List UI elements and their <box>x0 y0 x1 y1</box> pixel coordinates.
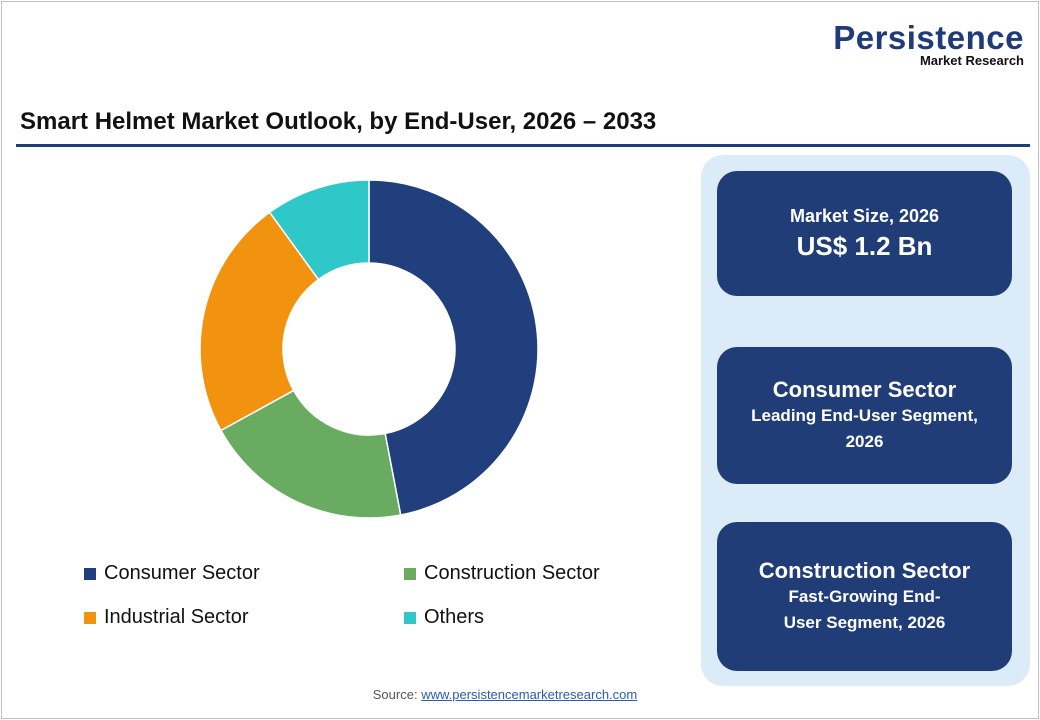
market-size-card: Market Size, 2026 US$ 1.2 Bn <box>717 171 1012 296</box>
legend-item-industrial: Industrial Sector <box>84 606 249 629</box>
legend-swatch <box>84 567 96 580</box>
source-label: Source: <box>372 687 418 702</box>
market-size-value: US$ 1.2 Bn <box>796 230 933 261</box>
donut-slice-others <box>268 179 370 281</box>
fastest-segment-desc: Fast-Growing End-User Segment, 2026 <box>783 586 946 632</box>
legend-label: Consumer Sector <box>104 562 260 584</box>
leading-segment-name: Consumer Sector <box>772 376 957 402</box>
source: Source: www.persistencemarketresearch.co… <box>0 687 1010 702</box>
source-link[interactable]: www.persistencemarketresearch.com <box>421 687 638 702</box>
legend-label: Construction Sector <box>424 562 600 584</box>
logo: Persistence Market Research <box>833 19 1024 68</box>
legend-item-construction: Construction Sector <box>404 562 600 585</box>
donut-slice-consumer-sector <box>368 179 539 516</box>
donut-chart <box>199 179 539 519</box>
fastest-segment-name: Construction Sector <box>758 557 971 583</box>
fastest-segment-card: Construction Sector Fast-Growing End-Use… <box>717 522 1012 671</box>
chart-title: Smart Helmet Market Outlook, by End-User… <box>20 108 657 135</box>
donut-slice-construction-sector <box>219 389 402 519</box>
title-divider <box>16 144 1030 147</box>
leading-segment-card: Consumer Sector Leading End-User Segment… <box>717 347 1012 484</box>
legend-swatch <box>404 611 416 624</box>
legend-swatch <box>404 567 416 580</box>
logo-sub: Market Research <box>919 53 1024 68</box>
donut-slice-industrial-sector <box>199 211 320 432</box>
legend-item-others: Others <box>404 606 484 629</box>
market-size-label: Market Size, 2026 <box>789 205 940 226</box>
logo-brand: Persistence <box>833 19 1024 56</box>
legend-label: Others <box>424 606 485 628</box>
legend-swatch <box>84 611 96 624</box>
leading-segment-desc: Leading End-User Segment, 2026 <box>751 405 978 451</box>
legend-label: Industrial Sector <box>104 606 249 628</box>
legend-item-consumer: Consumer Sector <box>84 562 260 585</box>
